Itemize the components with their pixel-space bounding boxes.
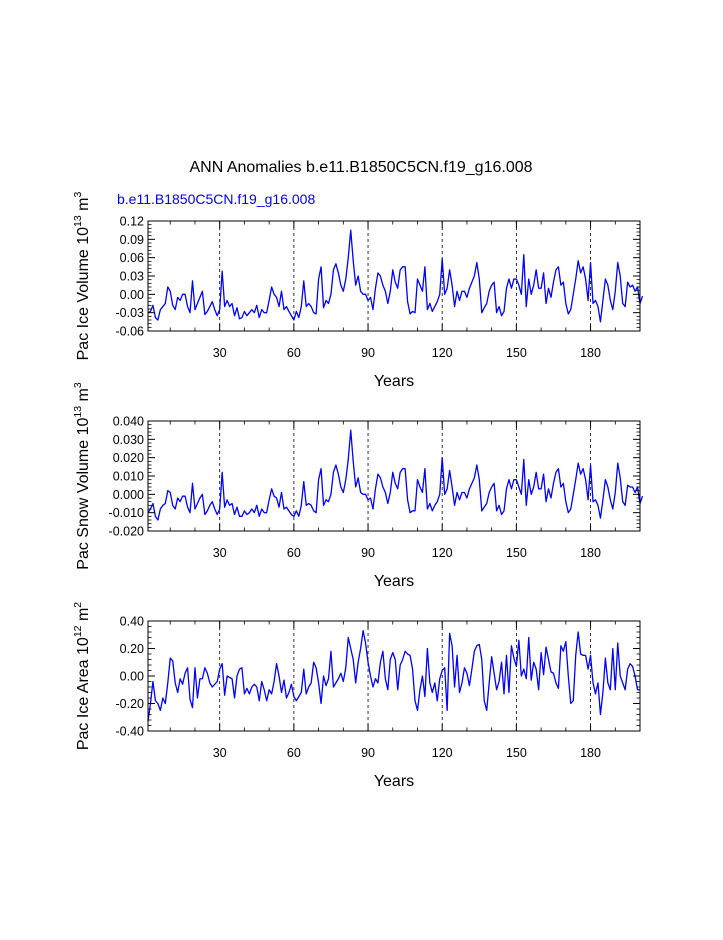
- x-axis-label: Years: [374, 573, 414, 590]
- y-tick-label: 0.12: [120, 215, 144, 229]
- x-tick-label: 120: [432, 746, 453, 760]
- y-axis-label-superscript: 2: [72, 602, 84, 608]
- y-axis-label-superscript: 13: [72, 215, 84, 227]
- series-line: [147, 229, 644, 323]
- x-axis-label: Years: [374, 773, 414, 790]
- y-tick-label: -0.20: [116, 697, 145, 711]
- x-tick-label: 60: [287, 546, 301, 560]
- x-tick-label: 60: [287, 746, 301, 760]
- y-axis-label: Pac Snow Volume 1013 m3: [72, 382, 92, 570]
- y-tick-label: 0.040: [113, 415, 144, 429]
- y-axis-label-part: Pac Snow Volume 10: [75, 418, 92, 570]
- y-axis-label: Pac Ice Area 1012 m2: [72, 602, 92, 750]
- x-tick-label: 120: [432, 546, 453, 560]
- x-tick-label: 30: [213, 346, 227, 360]
- case-label: b.e11.B1850C5CN.f19_g16.008: [117, 191, 315, 207]
- y-axis-label-superscript: 3: [72, 191, 84, 197]
- y-axis-label-part: m: [75, 197, 92, 215]
- y-tick-label: 0.000: [113, 488, 144, 502]
- y-tick-label: 0.40: [120, 615, 144, 629]
- y-tick-label: 0.09: [120, 233, 144, 247]
- y-axis-label-superscript: 3: [72, 382, 84, 388]
- y-tick-label: 0.03: [120, 270, 144, 284]
- pac-ice-volume-panel: 30 60 90 120 150 180 -0.06 -0.03 0.00 0.03 0.06 0.0…: [72, 191, 644, 390]
- plot-frame: [147, 620, 641, 732]
- pac-snow-volume-panel: 30 60 90 120 150 180 -0.020 -0.010 0.000 0.010 0.0…: [72, 382, 644, 590]
- y-axis-label-part: m: [75, 388, 92, 406]
- y-axis-label-superscript: 13: [72, 406, 84, 418]
- y-tick-label: -0.06: [116, 325, 145, 339]
- y-axis-label-superscript: 12: [72, 625, 84, 637]
- x-tick-label: 150: [506, 346, 527, 360]
- series-line: [147, 429, 644, 521]
- y-tick-label: 0.010: [113, 470, 144, 484]
- x-axis-label: Years: [374, 373, 414, 390]
- x-tick-label: 150: [506, 546, 527, 560]
- y-axis-label-part: Pac Ice Volume 10: [75, 227, 92, 361]
- series-line: [147, 629, 640, 722]
- x-tick-label: 30: [213, 546, 227, 560]
- y-tick-label: 0.00: [120, 288, 144, 302]
- x-tick-label: 90: [361, 546, 375, 560]
- y-axis-label-part: Pac Ice Area 10: [75, 637, 92, 750]
- y-tick-label: 0.20: [120, 642, 144, 656]
- y-tick-label: 0.00: [120, 670, 144, 684]
- y-tick-label: -0.40: [116, 725, 145, 739]
- y-tick-label: -0.03: [116, 306, 145, 320]
- x-tick-label: 180: [580, 746, 601, 760]
- y-tick-label: -0.020: [109, 525, 144, 539]
- x-tick-label: 180: [580, 346, 601, 360]
- y-tick-label: 0.030: [113, 433, 144, 447]
- y-axis-label-part: m: [75, 608, 92, 626]
- y-axis-label: Pac Ice Volume 1013 m3: [72, 191, 92, 360]
- y-tick-label: 0.06: [120, 251, 144, 265]
- x-tick-label: 30: [213, 746, 227, 760]
- x-tick-label: 90: [361, 746, 375, 760]
- figure-title: ANN Anomalies b.e11.B1850C5CN.f19_g16.00…: [189, 159, 532, 176]
- x-tick-label: 150: [506, 746, 527, 760]
- x-tick-label: 60: [287, 346, 301, 360]
- x-tick-label: 90: [361, 346, 375, 360]
- y-tick-label: 0.020: [113, 451, 144, 465]
- x-tick-label: 120: [432, 346, 453, 360]
- x-tick-label: 180: [580, 546, 601, 560]
- pac-ice-area-panel: 30 60 90 120 150 180 -0.40 -0.20 0.00 0.20 0.40 Yea…: [72, 602, 641, 790]
- y-tick-label: -0.010: [109, 506, 144, 520]
- panels: 30 60 90 120 150 180 -0.06 -0.03 0.00 0.03 0.06 0.0…: [72, 191, 644, 790]
